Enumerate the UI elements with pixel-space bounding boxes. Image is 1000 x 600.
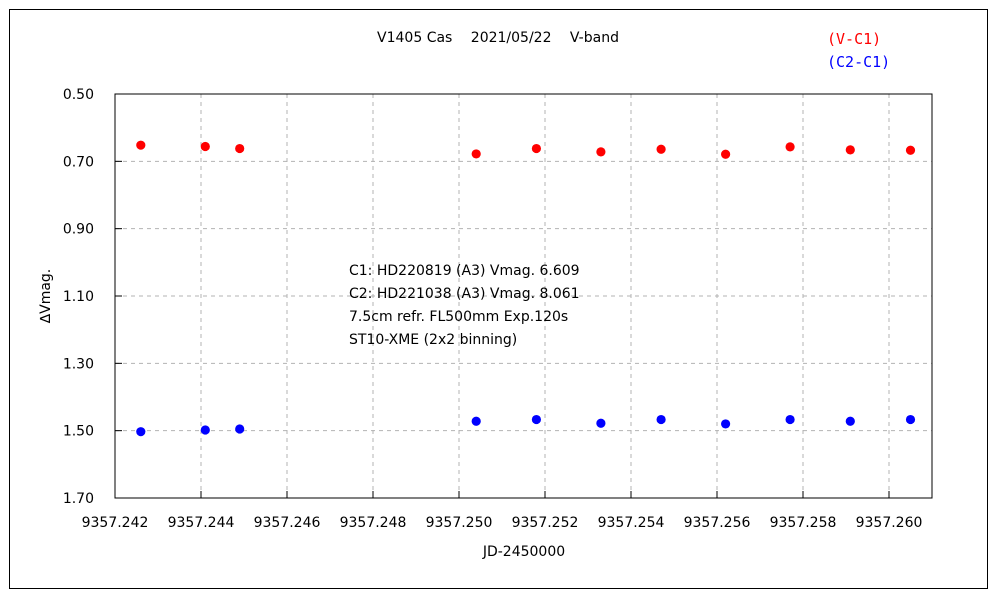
point-v-c1 <box>136 140 146 150</box>
point-v-c1 <box>845 145 855 155</box>
y-tick-label: 1.10 <box>63 289 94 305</box>
annotation-c2: C2: HD221038 (A3) Vmag. 8.061 <box>349 286 580 302</box>
grid <box>115 94 932 498</box>
x-tick-label: 9357.244 <box>168 515 235 531</box>
chart-frame <box>9 9 988 589</box>
x-tick-label: 9357.252 <box>512 515 579 531</box>
point-v-c1 <box>531 143 542 154</box>
y-tick-label: 0.70 <box>63 154 94 170</box>
point-c2-c1 <box>905 414 916 425</box>
point-c2-c1 <box>235 424 245 434</box>
point-v-c1 <box>905 145 916 155</box>
point-c2-c1 <box>471 416 481 426</box>
ticks: 9357.242 9357.244 9357.246 9357.248 9357.250… <box>63 87 923 531</box>
y-tick-label: 1.50 <box>63 424 94 440</box>
y-tick-label: 0.50 <box>63 87 94 103</box>
legend-entry-v-c1: (V-C1) <box>827 30 881 48</box>
point-c2-c1 <box>785 414 795 425</box>
annotation-c1: C1: HD220819 (A3) Vmag. 6.609 <box>349 263 580 279</box>
y-tick-label: 0.90 <box>63 222 94 238</box>
point-v-c1 <box>471 149 481 159</box>
point-v-c1 <box>200 141 210 152</box>
point-v-c1 <box>785 142 795 152</box>
x-tick-label: 9357.258 <box>770 515 837 531</box>
x-tick-label: 9357.254 <box>598 515 665 531</box>
point-v-c1 <box>596 147 606 157</box>
annotation-telescope: 7.5cm refr. FL500mm Exp.120s <box>349 309 568 325</box>
y-tick-label: 1.30 <box>63 356 94 372</box>
point-v-c1 <box>656 144 666 154</box>
point-c2-c1 <box>200 425 210 435</box>
x-tick-label: 9357.248 <box>340 515 407 531</box>
chart-title: V1405 Cas 2021/05/22 V-band <box>377 30 619 46</box>
x-tick-label: 9357.256 <box>684 515 751 531</box>
point-c2-c1 <box>531 414 542 425</box>
legend-entry-c2-c1: (C2-C1) <box>827 53 890 71</box>
point-c2-c1 <box>656 414 666 425</box>
point-c2-c1 <box>721 419 731 429</box>
x-axis-label: JD-2450000 <box>482 544 565 560</box>
x-tick-label: 9357.260 <box>856 515 923 531</box>
point-v-c1 <box>235 143 245 154</box>
y-axis-label: ∆Vmag. <box>38 269 54 325</box>
point-c2-c1 <box>845 416 855 426</box>
y-tick-label: 1.70 <box>63 491 94 507</box>
x-tick-label: 9357.246 <box>254 515 321 531</box>
x-tick-label: 9357.250 <box>426 515 493 531</box>
annotation-camera: ST10-XME (2x2 binning) <box>349 332 517 348</box>
point-v-c1 <box>721 149 731 159</box>
point-c2-c1 <box>136 427 146 437</box>
points <box>136 140 916 437</box>
x-tick-label: 9357.242 <box>82 515 149 531</box>
point-c2-c1 <box>596 418 606 428</box>
